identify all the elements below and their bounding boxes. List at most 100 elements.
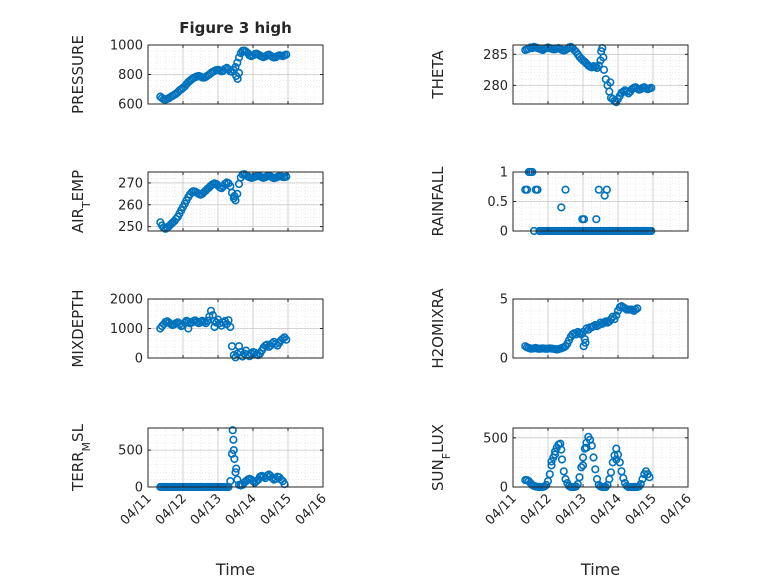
y-axis-label: MIXDEPTH [69, 289, 87, 367]
data-point [226, 322, 235, 332]
subplot-rainfall: 00.51 [487, 166, 689, 240]
series-markers [156, 306, 291, 362]
data-point [589, 453, 598, 462]
x-tick-label: 04/11 [483, 491, 520, 528]
y-tick-label: 500 [483, 431, 508, 446]
data-point [582, 443, 591, 452]
y-tick-label: 1 [500, 166, 508, 181]
data-point [522, 185, 532, 194]
x-tick-label: 04/12 [153, 491, 190, 528]
data-point [575, 473, 584, 482]
data-point [282, 335, 291, 344]
y-tick-label: 0 [500, 352, 508, 367]
data-point [599, 53, 608, 62]
y-tick-label: 0 [500, 225, 508, 240]
axes-box [512, 427, 689, 488]
data-point [594, 61, 603, 70]
y-tick-label: 1000 [110, 39, 143, 54]
data-point [633, 304, 642, 313]
y-tick-label: 5 [500, 293, 508, 308]
data-point [547, 457, 556, 466]
data-point [592, 215, 601, 224]
y-tick-label: 0 [135, 481, 143, 496]
series-markers [521, 432, 654, 492]
data-point [234, 68, 244, 78]
x-tick-label: 04/14 [223, 491, 260, 528]
data-point [559, 467, 568, 476]
x-tick-label: 04/13 [553, 491, 590, 528]
data-point [606, 468, 616, 477]
subplot-theta: 280 285 [483, 42, 689, 107]
data-point [533, 185, 542, 194]
x-tick-label: 04/13 [188, 491, 225, 528]
data-point [229, 435, 238, 444]
data-point [228, 426, 237, 435]
data-point [557, 445, 566, 454]
data-point [561, 475, 570, 484]
x-tick-label: 04/11 [118, 491, 155, 528]
y-tick-label: 1000 [110, 322, 143, 337]
data-point [229, 446, 238, 455]
plot-title: Figure 3 high [179, 19, 292, 37]
data-point [602, 185, 611, 194]
x-tick-label: 04/14 [588, 491, 625, 528]
data-point [282, 50, 291, 59]
data-point [542, 480, 551, 490]
data-point [591, 465, 600, 474]
y-tick-label: 250 [118, 220, 143, 235]
y-tick-label: 260 [118, 198, 143, 213]
data-point [612, 455, 621, 464]
y-tick-label: 270 [118, 176, 143, 191]
data-point [599, 65, 609, 74]
data-point [282, 172, 291, 181]
y-tick-label: 280 [483, 79, 508, 94]
data-point [547, 461, 556, 470]
y-axis-label: SUNFLUX [429, 424, 453, 491]
data-point [232, 464, 241, 473]
data-point [647, 83, 656, 92]
data-point [561, 185, 570, 194]
data-point [613, 450, 623, 459]
data-point [578, 461, 588, 470]
data-point [230, 191, 239, 201]
data-point [594, 185, 603, 194]
data-point [230, 454, 239, 464]
data-point [233, 475, 242, 484]
y-tick-label: 600 [118, 98, 143, 113]
y-axis-label: TERRMSL [69, 423, 93, 492]
data-point [206, 306, 216, 315]
y-axis-label: H2OMIXRA [429, 288, 447, 369]
y-tick-label: 285 [483, 48, 508, 63]
y-axis-label: RAINFALL [429, 166, 447, 237]
data-point [578, 453, 588, 462]
y-tick-label: 0 [500, 481, 508, 496]
data-point [581, 338, 590, 347]
series-markers [156, 170, 291, 233]
y-tick-label: 0.5 [487, 195, 508, 210]
data-point [545, 470, 554, 479]
data-point [587, 63, 596, 72]
axes-box [512, 44, 689, 105]
series-markers [156, 46, 291, 104]
data-point [234, 53, 244, 62]
y-tick-label: 0 [135, 352, 143, 367]
subplot-mixdepth: 0 1000 2000 [110, 293, 324, 367]
data-point [231, 468, 240, 477]
data-point [577, 463, 586, 472]
x-axis-label: Time [215, 560, 255, 579]
axes-box [512, 298, 689, 359]
y-axis-label: AIRTEMP [69, 170, 93, 233]
x-axis-label: Time [580, 560, 620, 579]
series-markers [521, 302, 642, 354]
data-point [231, 62, 240, 72]
y-axis-label: PRESSURE [69, 35, 87, 114]
x-tick-label: 04/15 [258, 491, 295, 528]
data-point [619, 474, 628, 483]
x-tick-label: 04/16 [658, 491, 695, 528]
data-point [184, 324, 193, 333]
x-tick-label: 04/16 [293, 491, 330, 528]
subplot-h2omixra: 05 [500, 293, 689, 367]
